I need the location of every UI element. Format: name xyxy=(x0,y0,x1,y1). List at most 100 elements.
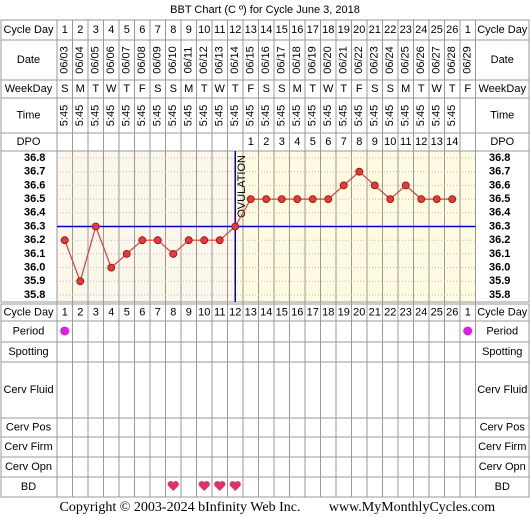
temperature-point xyxy=(215,236,224,245)
dpo: 14 xyxy=(446,136,458,148)
row-label: Time xyxy=(16,109,40,121)
row-label: Cerv Opn xyxy=(5,461,52,473)
time: 5:45 xyxy=(183,105,195,126)
cycle-day: 7 xyxy=(155,306,161,318)
cycle-day: 16 xyxy=(291,24,303,36)
temperature-point xyxy=(355,167,364,176)
temperature-point xyxy=(293,195,302,204)
date: 06/04 xyxy=(74,46,86,74)
y-tick-label: 36.2 xyxy=(24,234,45,246)
time: 5:45 xyxy=(353,105,365,126)
cycle-day: 23 xyxy=(400,24,412,36)
cycle-day: 24 xyxy=(415,306,427,318)
date: 06/14 xyxy=(229,46,241,74)
cycle-day: 1 xyxy=(62,306,68,318)
cycle-day: 10 xyxy=(198,306,210,318)
y-tick-label: 36.3 xyxy=(24,220,45,232)
date: 06/13 xyxy=(214,46,226,74)
temperature-point xyxy=(138,236,147,245)
time: 5:45 xyxy=(198,105,210,126)
weekday: S xyxy=(154,83,161,95)
y-tick-label: 36.7 xyxy=(24,166,45,178)
row-label: DPO xyxy=(17,136,41,148)
cycle-day: 20 xyxy=(353,24,365,36)
weekday: T xyxy=(309,83,316,95)
dpo: 5 xyxy=(310,136,316,148)
weekday: T xyxy=(92,83,99,95)
time: 5:45 xyxy=(214,105,226,126)
row-label: Cerv Firm xyxy=(4,441,52,453)
weekday: T xyxy=(418,83,425,95)
cycle-day: 10 xyxy=(198,24,210,36)
row-label: Cycle Day xyxy=(477,306,528,318)
time: 5:45 xyxy=(384,105,396,126)
date: 06/17 xyxy=(276,46,288,74)
bd-heart xyxy=(214,481,226,491)
date: 06/20 xyxy=(322,46,334,74)
cycle-day: 11 xyxy=(214,24,225,36)
weekday: F xyxy=(464,83,471,95)
weekday: W xyxy=(432,83,443,95)
y-tick-label: 36.3 xyxy=(489,220,510,232)
time: 5:45 xyxy=(307,105,319,126)
time: 5:45 xyxy=(291,105,303,126)
y-tick-label: 36.4 xyxy=(489,207,511,219)
cycle-day: 25 xyxy=(431,306,443,318)
date: 06/24 xyxy=(384,46,396,74)
y-tick-label: 36.1 xyxy=(489,248,510,260)
weekday: M xyxy=(76,83,85,95)
cycle-day: 11 xyxy=(214,306,225,318)
time: 5:45 xyxy=(152,105,164,126)
temperature-point xyxy=(277,195,286,204)
date: 06/06 xyxy=(105,46,117,74)
temperature-point xyxy=(401,181,410,190)
cycle-day: 16 xyxy=(291,306,303,318)
temperature-point xyxy=(308,195,317,204)
cycle-day: 14 xyxy=(260,306,272,318)
cycle-day: 21 xyxy=(369,24,381,36)
row-label: Cerv Pos xyxy=(480,421,526,433)
dpo: 1 xyxy=(248,136,254,148)
y-tick-label: 36.8 xyxy=(24,152,45,164)
time: 5:45 xyxy=(121,105,133,126)
weekday: T xyxy=(449,83,456,95)
time: 5:45 xyxy=(446,105,458,126)
date: 06/22 xyxy=(353,46,365,74)
date: 06/21 xyxy=(338,46,350,74)
row-label: Cycle Day xyxy=(3,24,54,36)
period-dot xyxy=(60,326,70,336)
y-tick-label: 36.2 xyxy=(489,234,510,246)
weekday: T xyxy=(232,83,239,95)
date: 06/12 xyxy=(198,46,210,74)
row-label: Cycle Day xyxy=(477,24,528,36)
cycle-day: 17 xyxy=(307,306,319,318)
cycle-day: 23 xyxy=(400,306,412,318)
date: 06/25 xyxy=(400,46,412,74)
dpo: 3 xyxy=(279,136,285,148)
bd-heart xyxy=(198,481,210,491)
cycle-day: 13 xyxy=(245,306,257,318)
cycle-day: 26 xyxy=(446,306,458,318)
cycle-day: 2 xyxy=(77,306,83,318)
y-tick-label: 36.7 xyxy=(489,166,510,178)
cycle-day: 19 xyxy=(338,306,350,318)
chart-title: BBT Chart (C º) for Cycle June 3, 2018 xyxy=(170,4,360,16)
temperature-point xyxy=(386,195,395,204)
time: 5:45 xyxy=(400,105,412,126)
cycle-day: 8 xyxy=(170,24,176,36)
cycle-day: 4 xyxy=(108,24,114,36)
time: 5:45 xyxy=(90,105,102,126)
weekday: W xyxy=(106,83,117,95)
y-tick-label: 36.0 xyxy=(489,262,510,274)
weekday: S xyxy=(61,83,68,95)
cycle-day: 12 xyxy=(229,24,241,36)
temperature-point xyxy=(91,222,100,231)
cycle-day: 22 xyxy=(384,24,396,36)
weekday: M xyxy=(293,83,302,95)
row-label: Period xyxy=(13,325,45,337)
cycle-day: 14 xyxy=(260,24,272,36)
date: 06/28 xyxy=(446,46,458,74)
cycle-day: 1 xyxy=(62,24,68,36)
row-label: Time xyxy=(490,109,514,121)
time: 5:45 xyxy=(260,105,272,126)
